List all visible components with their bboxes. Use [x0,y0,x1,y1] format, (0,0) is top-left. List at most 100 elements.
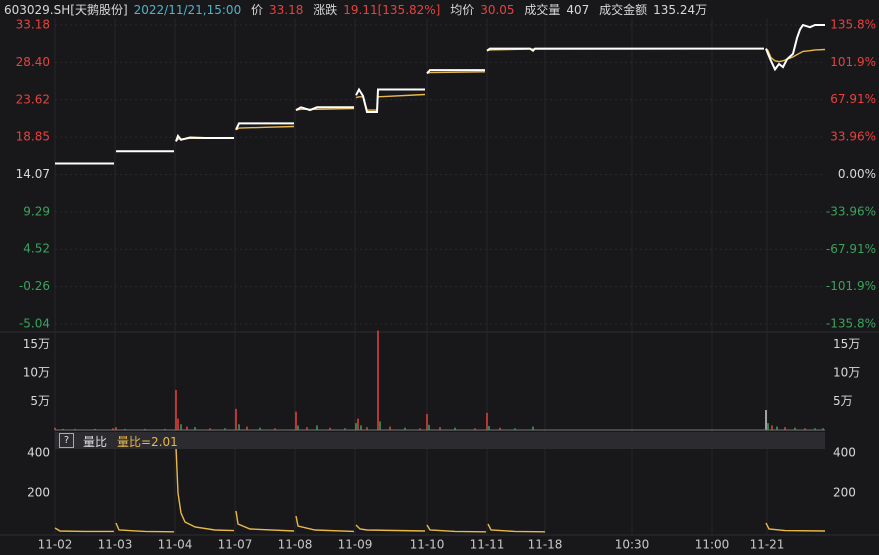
volume-bar [379,421,381,430]
volume-bar [164,428,166,430]
x-tick-label: 11:00 [695,538,730,552]
volume-bar [355,423,357,430]
volume-bar [115,427,117,430]
volume-bar [344,428,346,430]
volume-bar [419,428,421,430]
y2-tick-label: -135.8% [826,317,876,331]
volume-bar [259,427,261,430]
volume-bar [360,425,362,430]
y2-tick-label: -33.96% [826,204,876,218]
y2-tick-label: 0.00% [838,167,876,181]
value: 135.24万 [653,3,708,17]
volume-bar [454,427,456,430]
volume-bar [439,427,441,430]
price-line [54,446,826,533]
volume-bar [428,424,430,430]
volume-bar [112,428,114,430]
volume-bar [209,428,211,430]
indicator-value: 量比=2.01 [117,435,178,449]
volume-bar [306,427,308,430]
label: 成交量 [524,3,561,17]
volume-bar [771,425,773,430]
label: 成交金额 [599,3,648,17]
volume-bar [235,408,237,430]
volume-bar [180,424,182,430]
y2-tick-label: 101.9% [830,55,876,69]
y2-tick-label: 67.91% [830,92,876,106]
volume-bar [377,330,379,430]
volume-bar [246,426,248,430]
volume-bar [297,425,299,430]
header: 603029.SH[天鹅股份] 2022/11/21,15:00 价 33.18 涨… [4,1,713,18]
price-line [55,23,825,165]
volume-bar [144,428,146,430]
volume-bar [765,410,767,430]
volume-bar [124,428,126,430]
volume-bar [804,428,806,430]
label: 均价 [450,3,475,17]
volume-bar [822,428,824,430]
label: 价 [251,3,264,17]
volume-bar [295,411,297,430]
volume-bar [316,425,318,430]
y-tick-label: 28.40 [16,55,50,69]
y-tick-label: 15万 [23,337,50,351]
volume-bar [94,428,96,430]
y-tick-label: 9.29 [23,204,50,218]
volume-bar [426,414,428,430]
volume-bar [767,423,769,430]
volume-bar [74,428,76,430]
value: 30.05 [480,3,515,17]
help-button[interactable]: ? [59,433,74,448]
volume-bar [274,428,276,430]
x-tick-label: 11-02 [38,538,73,552]
y-tick-label-right: 400 [833,446,856,460]
y2-tick-label: 135.8% [830,18,876,32]
volume-bar [238,424,240,430]
y-tick-label: 4.52 [23,242,50,256]
x-tick-label: 11-08 [278,538,313,552]
y-tick-label: -0.26 [19,279,50,293]
y-tick-label: 18.85 [16,130,50,144]
y-tick-label-right: 15万 [833,337,860,351]
y2-tick-label: -67.91% [826,242,876,256]
volume-bar [499,427,501,430]
x-tick-label: 11-10 [410,538,445,552]
indicator-title: 量比 [83,435,108,449]
x-tick-label: 10:30 [615,538,650,552]
x-tick-label: 11-07 [218,538,253,552]
value: 407 [566,3,590,17]
indicator-bar: ? 量比 量比=2.01 [55,432,825,449]
volume-bar [54,427,56,430]
y-tick-label-right: 5万 [833,394,853,408]
volume-bar [177,418,179,430]
y-tick-label: 200 [27,486,50,500]
volume-bar [794,427,796,430]
volume-bar [532,426,534,430]
volume-bar [814,428,816,430]
y-tick-label: 33.18 [16,18,50,32]
x-tick-label: 11-04 [158,538,193,552]
volume-bar [784,427,786,430]
y-tick-label: -5.04 [19,317,50,331]
y-tick-label: 14.07 [16,167,50,181]
volume-bar [404,427,406,430]
y-tick-label: 400 [27,446,50,460]
datetime: 2022/11/21,15:00 [133,3,242,17]
volume-bar [186,426,188,430]
volume-bar [486,412,488,430]
volume-bar [389,426,391,430]
value: 33.18 [269,3,304,17]
x-tick-label: 11-03 [98,538,133,552]
y2-tick-label: 33.96% [830,130,876,144]
y-tick-label: 10万 [23,365,50,379]
volume-bar [514,428,516,430]
y2-tick-label: -101.9% [826,279,876,293]
volume-bar [357,418,359,430]
volume-bar [175,390,177,430]
x-tick-label: 11-21 [750,538,785,552]
y-tick-label-right: 200 [833,486,856,500]
label: 涨跌 [313,3,338,17]
